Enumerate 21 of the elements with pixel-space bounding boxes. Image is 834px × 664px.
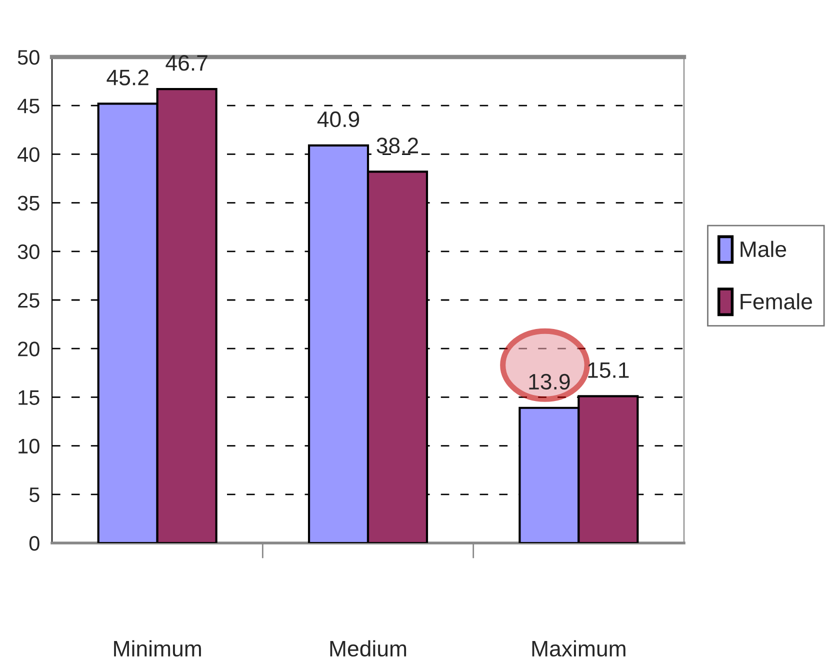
legend-label: Male (740, 240, 786, 258)
data-label: 40.9 (317, 111, 360, 128)
y-tick-label: 45 (18, 98, 40, 114)
y-tick-label: 5 (29, 488, 40, 502)
legend-label: Female (740, 293, 812, 310)
y-tick-label: 15 (18, 390, 40, 405)
y-tick-label: 0 (29, 536, 40, 551)
data-label: 13.9 (529, 374, 570, 390)
x-tick-label: Medium (330, 640, 406, 657)
y-tick-label: 20 (18, 342, 40, 356)
y-tick-label: 30 (18, 244, 40, 260)
y-tick-label: 40 (18, 147, 40, 162)
x-tick-label: Minimum (114, 640, 201, 657)
data-label: 45.2 (106, 70, 148, 86)
data-label: 38.2 (376, 138, 418, 154)
y-tick-label: 35 (18, 196, 40, 211)
y-tick-label: 10 (18, 438, 40, 454)
x-tick-label: Maximum (532, 640, 626, 657)
y-tick-label: 25 (18, 293, 40, 308)
y-tick-label: 50 (18, 50, 40, 65)
data-label: 46.7 (166, 55, 208, 71)
